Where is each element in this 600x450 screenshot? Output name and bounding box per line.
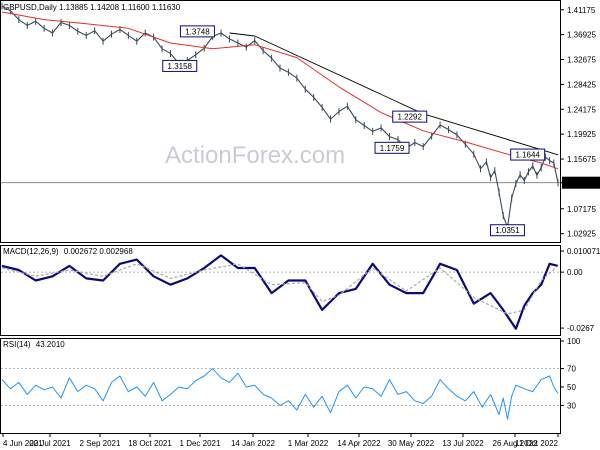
rsi-y-tick-label: 50 <box>567 383 576 392</box>
annotation-label: 1.3748 <box>185 27 210 36</box>
macd-signal-line <box>1 263 559 315</box>
annotation-label: 1.3158 <box>168 62 193 71</box>
price-annotation: 1.1644 <box>510 148 546 161</box>
rsi-y-tick-label: 70 <box>567 365 576 374</box>
x-tick-label: 14 Jan 2022 <box>231 439 276 448</box>
annotation-box <box>162 59 198 72</box>
price-y-tick-label: 1.41175 <box>567 6 596 15</box>
price-y-tick-label: 1.36925 <box>567 31 596 40</box>
annotation-box <box>374 141 410 154</box>
macd-line <box>1 254 559 330</box>
price-y-tick-label: 1.02925 <box>567 230 596 239</box>
current-price-label: 1.11630 <box>566 179 595 188</box>
price-y-tick-label: 1.24175 <box>567 105 596 114</box>
rsi-title: RSI(14) <box>3 340 31 349</box>
rsi-layer <box>1 368 560 420</box>
rsi-y-tick-label: 100 <box>567 337 581 346</box>
moving-average-line <box>1 11 559 170</box>
price-annotation: 1.3748 <box>179 25 215 38</box>
rsi-line <box>1 368 559 420</box>
price-panel-title: GBPUSD,Daily 1.13885 1.14208 1.11600 1.1… <box>3 3 181 12</box>
x-tick-label: 1 Dec 2021 <box>180 439 221 448</box>
price-y-tick-label: 1.32675 <box>567 56 596 65</box>
annotation-box <box>489 224 525 237</box>
price-annotation: 1.1759 <box>374 141 410 154</box>
price-y-tick-label: 1.19925 <box>567 130 596 139</box>
annotation-box <box>510 148 546 161</box>
price-annotation: 1.2292 <box>392 110 428 123</box>
macd-y-tick-label: 0.00 <box>567 268 583 277</box>
macd-title: MACD(12,26,9) <box>3 247 59 256</box>
rsi-current-value: 43.2010 <box>36 340 65 349</box>
svg-text:RSI(14) 43.2010: RSI(14) 43.2010 <box>3 340 65 349</box>
x-tick-label: 2 Sep 2021 <box>80 439 121 448</box>
annotation-label: 1.1644 <box>515 151 540 160</box>
trendline <box>229 32 559 156</box>
y-axis-layer: 1.41175 1.36925 1.32675 1.28425 1.24175 1.199… <box>560 6 600 410</box>
macd-y-tick-label: 0.010071 <box>567 247 600 256</box>
current-price-marker <box>562 176 600 189</box>
price-annotation: 1.0351 <box>489 224 525 237</box>
price-panel-frame <box>0 0 561 243</box>
x-tick-label: 14 Apr 2022 <box>337 439 381 448</box>
rsi-y-tick-label: 30 <box>567 401 576 410</box>
annotation-label: 1.1759 <box>380 144 405 153</box>
x-tick-label: 11 Oct 2022 <box>515 439 559 448</box>
price-y-tick-label: 1.07175 <box>567 205 596 214</box>
rsi-panel-frame <box>0 338 561 434</box>
macd-layer <box>1 254 560 330</box>
macd-params: 0.002672 0.002968 <box>64 247 134 256</box>
annotation-box <box>392 110 428 123</box>
x-tick-label: 20 Jul 2021 <box>29 439 71 448</box>
x-tick-label: 13 Jul 2022 <box>442 439 484 448</box>
svg-text:MACD(12,26,9) 0.002672 0: MACD(12,26,9) 0.002672 0.002968 <box>3 247 133 256</box>
x-tick-label: 18 Oct 2021 <box>128 439 172 448</box>
price-y-tick-label: 1.28425 <box>567 80 596 89</box>
macd-panel-title: MACD(12,26,9) 0.002672 0.002968 <box>3 247 133 256</box>
annotation-box <box>179 25 215 38</box>
price-annotation: 1.3158 <box>162 59 198 72</box>
annotation-label: 1.0351 <box>495 226 520 235</box>
x-tick-label: 26 Aug 2022 <box>493 439 538 448</box>
price-y-tick-label: 1.15675 <box>567 155 596 164</box>
x-tick-label: 30 May 2022 <box>388 439 435 448</box>
price-layer: 1.3748 1.3158 1.2292 1.1759 1.1644 1.0351 <box>1 2 560 237</box>
macd-panel-frame <box>0 245 561 336</box>
price-series-close <box>1 5 559 228</box>
watermark: ActionForex.com <box>165 142 345 169</box>
annotation-label: 1.2292 <box>397 113 422 122</box>
macd-y-tick-label: -0.0267 <box>567 324 595 333</box>
x-tick-label: 1 Mar 2022 <box>288 439 329 448</box>
rsi-panel-title: RSI(14) 43.2010 <box>3 340 65 349</box>
x-tick-label: 4 Jun 2021 <box>3 439 43 448</box>
